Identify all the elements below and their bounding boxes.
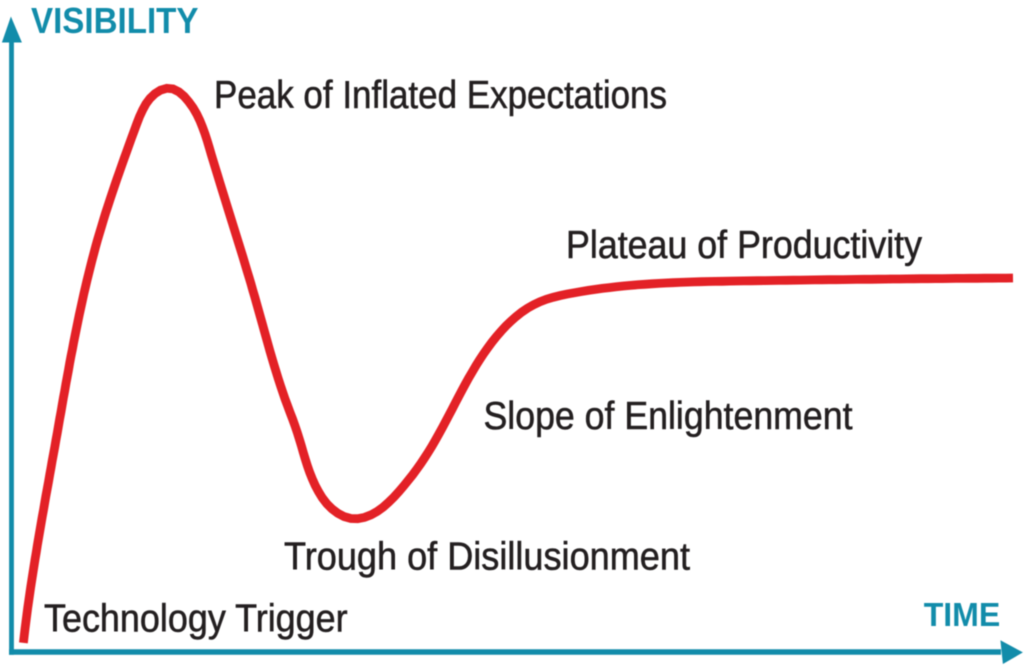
svg-text:Plateau of Productivity: Plateau of Productivity — [566, 224, 923, 267]
svg-text:VISIBILITY: VISIBILITY — [31, 1, 199, 41]
svg-text:Slope of Enlightenment: Slope of Enlightenment — [484, 395, 853, 438]
svg-text:Peak of Inflated Expectations: Peak of Inflated Expectations — [214, 74, 667, 117]
svg-text:TIME: TIME — [924, 596, 1001, 633]
svg-text:Trough of Disillusionment: Trough of Disillusionment — [284, 536, 690, 579]
svg-text:Technology Trigger: Technology Trigger — [44, 598, 348, 641]
